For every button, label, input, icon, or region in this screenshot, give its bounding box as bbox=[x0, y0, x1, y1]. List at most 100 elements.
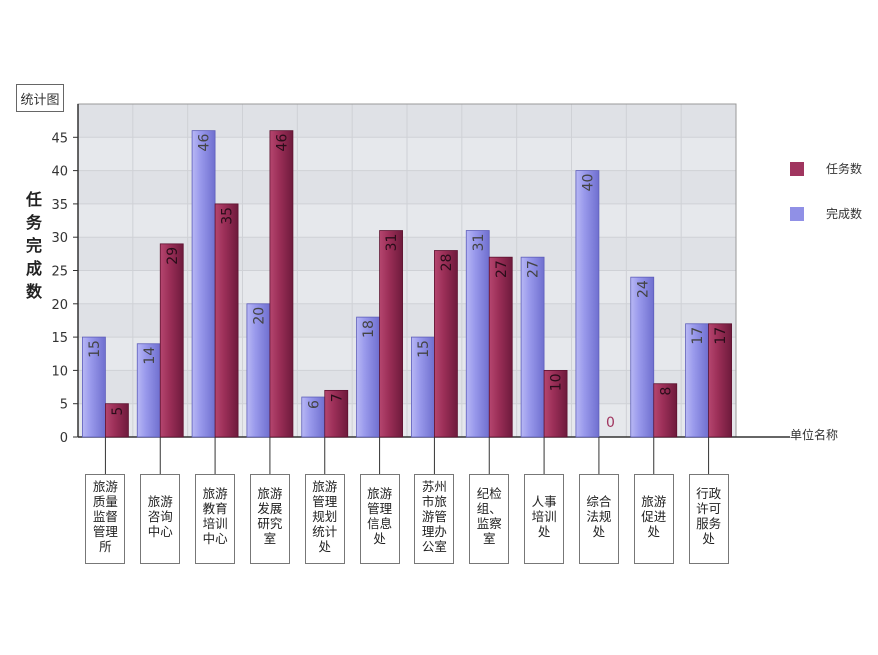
category-label-box: 苏州 市旅 游管 理办 公室 bbox=[414, 474, 455, 564]
data-label: 46 bbox=[274, 134, 290, 152]
category-label-line: 处 bbox=[702, 531, 715, 546]
data-label: 8 bbox=[658, 387, 674, 396]
category-label-line: 处 bbox=[318, 539, 331, 554]
chart-title-box: 统计图 bbox=[16, 84, 64, 112]
category-label-line: 研究 bbox=[257, 516, 283, 531]
bar-done bbox=[82, 336, 106, 438]
category-label-line: 服务 bbox=[696, 516, 722, 531]
data-label: 0 bbox=[606, 415, 615, 431]
bar-task bbox=[159, 243, 184, 438]
data-label: 18 bbox=[361, 320, 377, 338]
category-label-line: 管理 bbox=[367, 501, 393, 516]
legend: 任务数 完成数 bbox=[790, 146, 862, 236]
category-label-line: 旅游 bbox=[312, 479, 338, 494]
data-label: 5 bbox=[110, 407, 126, 416]
category-label-line: 旅游 bbox=[367, 486, 393, 501]
legend-item-task: 任务数 bbox=[790, 146, 862, 191]
category-label-line: 中心 bbox=[202, 531, 228, 546]
category-label-line: 组、 bbox=[476, 501, 502, 516]
y-tick-label: 25 bbox=[51, 265, 68, 280]
category-label-box: 旅游 咨询 中心 bbox=[140, 474, 181, 564]
category-label-line: 处 bbox=[592, 524, 606, 539]
y-tick-label: 10 bbox=[51, 364, 68, 379]
category-label-box: 纪检 组、 监察室 bbox=[469, 474, 510, 564]
category-label-line: 管理 bbox=[92, 524, 118, 539]
data-label: 35 bbox=[220, 207, 236, 225]
bar-task bbox=[105, 403, 129, 438]
bar-task bbox=[434, 250, 458, 438]
data-label: 7 bbox=[329, 393, 345, 402]
category-label-box: 综合 法规处 bbox=[578, 474, 619, 564]
category-label-box: 旅游 促进处 bbox=[633, 474, 674, 564]
category-label-line: 游管 bbox=[421, 509, 447, 524]
category-label-box: 旅游 管理 规划 统计处 bbox=[304, 474, 345, 564]
data-label: 6 bbox=[306, 400, 322, 409]
legend-swatch-done bbox=[790, 206, 804, 221]
bar-task bbox=[543, 369, 568, 438]
bar-task bbox=[324, 389, 349, 438]
category-label-line: 旅游 bbox=[202, 486, 228, 501]
y-axis-label-char: 务 bbox=[25, 213, 42, 232]
bar-done bbox=[575, 170, 600, 438]
bar-task bbox=[488, 256, 513, 438]
category-label-line: 法规 bbox=[586, 509, 612, 524]
category-label-line: 许可 bbox=[696, 501, 722, 516]
bar-done bbox=[630, 276, 655, 438]
data-label: 17 bbox=[713, 327, 729, 345]
category-label-line: 教育 bbox=[202, 501, 228, 516]
y-axis-label-char: 任 bbox=[25, 190, 42, 209]
category-label-line: 市旅 bbox=[421, 494, 447, 509]
bar-done bbox=[191, 130, 216, 438]
bar-done bbox=[465, 230, 490, 438]
legend-swatch-task bbox=[790, 161, 804, 176]
bar-task bbox=[653, 383, 678, 438]
y-axis-label-char: 完 bbox=[25, 236, 42, 255]
data-label: 31 bbox=[384, 234, 400, 252]
category-label-line: 理办 bbox=[421, 524, 447, 539]
category-label-line: 旅游 bbox=[147, 494, 173, 509]
legend-item-done: 完成数 bbox=[790, 191, 862, 236]
y-axis-label: 任务完成数 bbox=[22, 188, 46, 303]
legend-label-task: 任务数 bbox=[826, 162, 863, 176]
category-label-line: 管理 bbox=[312, 494, 338, 509]
y-tick-label: 15 bbox=[51, 331, 68, 346]
y-tick-label: 40 bbox=[51, 165, 68, 180]
data-label: 31 bbox=[471, 234, 487, 252]
data-label: 17 bbox=[690, 327, 706, 345]
category-label-line: 行政 bbox=[696, 486, 722, 501]
data-label: 28 bbox=[439, 254, 455, 272]
category-label-line: 综合 bbox=[586, 494, 612, 509]
category-label-line: 处 bbox=[537, 524, 551, 539]
y-tick-label: 20 bbox=[51, 298, 68, 313]
category-label-line: 规划 bbox=[312, 509, 338, 524]
category-label-line: 室 bbox=[263, 531, 277, 546]
data-label: 20 bbox=[251, 307, 267, 325]
category-label-line: 监督 bbox=[92, 509, 118, 524]
category-label-box: 人事 培训处 bbox=[524, 474, 565, 564]
bar-task bbox=[214, 203, 239, 438]
data-label: 14 bbox=[142, 347, 158, 365]
category-label-box: 旅游 发展 研究室 bbox=[249, 474, 290, 564]
data-label: 15 bbox=[87, 340, 103, 358]
data-label: 10 bbox=[549, 373, 565, 391]
category-label-line: 中心 bbox=[147, 524, 173, 539]
category-label-line: 旅游 bbox=[92, 479, 118, 494]
bar-done bbox=[520, 256, 545, 438]
category-label-line: 处 bbox=[647, 524, 660, 539]
category-label-box: 旅游 管理 信息处 bbox=[359, 474, 400, 564]
data-label: 24 bbox=[635, 280, 651, 298]
y-axis-label-char: 数 bbox=[25, 282, 42, 301]
data-label: 40 bbox=[580, 174, 596, 192]
y-axis-label-char: 成 bbox=[25, 259, 42, 278]
data-label: 27 bbox=[494, 260, 510, 278]
bar-task bbox=[269, 130, 294, 438]
category-label-line: 室 bbox=[482, 531, 496, 546]
category-label-line: 处 bbox=[373, 531, 386, 546]
category-label-box: 旅游 质量 监督 管理所 bbox=[85, 474, 126, 564]
category-label-line: 纪检 bbox=[476, 486, 502, 501]
category-label-line: 培训 bbox=[202, 516, 228, 531]
category-label-line: 咨询 bbox=[147, 509, 173, 524]
category-label-box: 行政 许可 服务处 bbox=[688, 474, 729, 564]
